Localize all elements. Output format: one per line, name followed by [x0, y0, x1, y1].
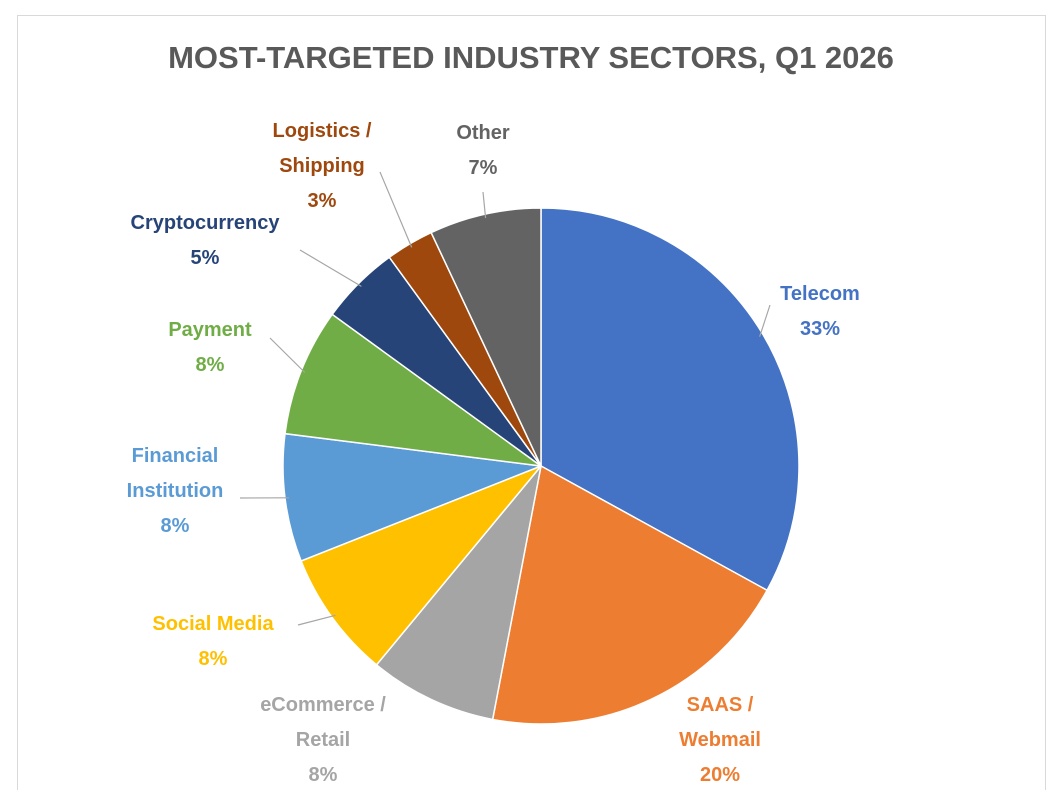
category-label: eCommerce / Retail — [260, 694, 386, 751]
slice-label: eCommerce / Retail 8% — [238, 688, 408, 790]
leader-line — [482, 191, 487, 219]
leader-line — [759, 304, 771, 337]
category-label: Other — [456, 122, 510, 144]
value-label: 20% — [699, 764, 741, 786]
category-label: Logistics / Shipping — [272, 120, 372, 177]
category-label: Financial Institution — [126, 445, 224, 502]
pie-slice — [375, 465, 542, 721]
slice-label: Social Media 8% — [113, 607, 313, 677]
category-label: Telecom — [780, 283, 860, 305]
pie-slice — [300, 465, 542, 666]
value-label: 7% — [468, 157, 498, 179]
value-label: 33% — [799, 318, 841, 340]
slice-label: Cryptocurrency 5% — [95, 206, 315, 276]
chart-border — [17, 15, 1046, 790]
slice-label: Telecom 33% — [720, 277, 920, 347]
pie-slice — [284, 313, 542, 467]
value-label: 8% — [308, 764, 338, 786]
pie-slice — [540, 207, 800, 592]
category-label: Payment — [168, 319, 252, 341]
leader-line — [299, 249, 362, 287]
slice-label: Other 7% — [433, 116, 533, 186]
leader-line — [269, 337, 306, 373]
slice-label: SAAS / Webmail 20% — [665, 688, 775, 790]
chart-title: MOST-TARGETED INDUSTRY SECTORS, Q1 2026 — [168, 40, 894, 75]
category-label: Social Media — [152, 613, 274, 635]
leader-line — [297, 614, 336, 626]
leader-line — [379, 171, 413, 248]
value-label: 3% — [307, 190, 337, 212]
value-label: 8% — [160, 515, 190, 537]
slice-label: Logistics / Shipping 3% — [252, 114, 392, 219]
category-label: Cryptocurrency — [130, 212, 280, 234]
value-label: 5% — [190, 247, 220, 269]
slice-label: Payment 8% — [110, 313, 310, 383]
value-label: 8% — [198, 648, 228, 670]
category-label: SAAS / Webmail — [679, 694, 761, 751]
slice-label: Financial Institution 8% — [105, 439, 245, 544]
pie-slice — [491, 464, 769, 725]
value-label: 8% — [195, 354, 225, 376]
